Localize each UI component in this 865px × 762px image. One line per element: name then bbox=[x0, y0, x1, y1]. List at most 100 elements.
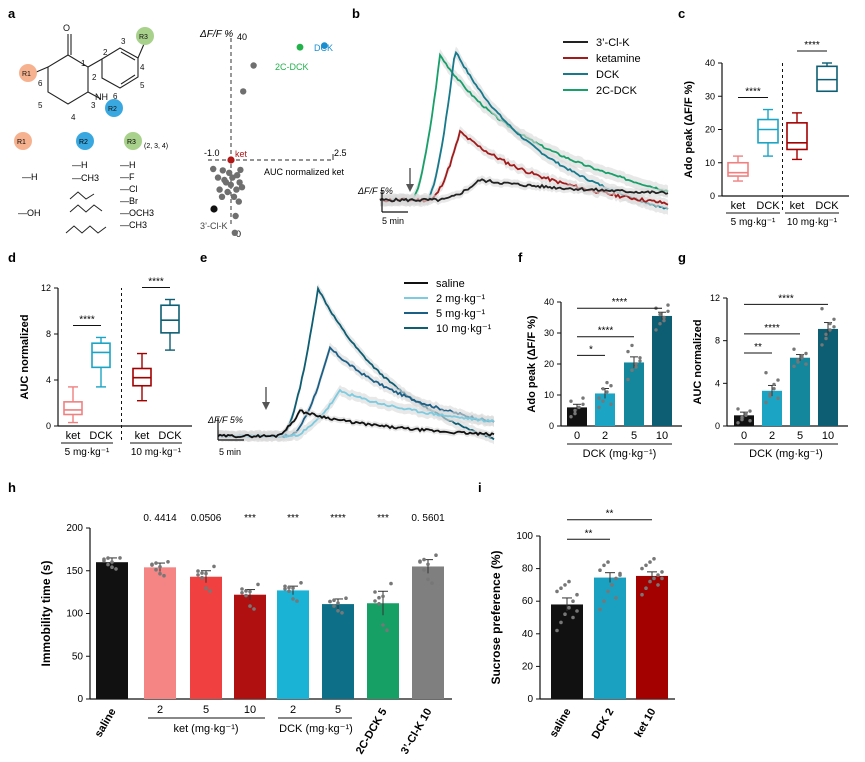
scatter-point bbox=[234, 172, 241, 179]
data-point bbox=[656, 573, 660, 577]
data-point bbox=[652, 576, 656, 581]
category-label: 2 bbox=[157, 704, 163, 716]
bar bbox=[412, 566, 444, 699]
y-axis-label: Ado peak (ΔF/F %) bbox=[683, 81, 695, 178]
category-label: 2 bbox=[769, 430, 775, 442]
y-tick-label: 0 bbox=[710, 191, 715, 201]
scatter-a-xtick-right: 2.5 bbox=[334, 148, 347, 158]
category-label: 3’-Cl-K 10 bbox=[399, 707, 435, 757]
data-point bbox=[828, 328, 832, 332]
data-point bbox=[295, 599, 299, 603]
legend-b-label: DCK bbox=[596, 69, 620, 81]
svg-text:R3: R3 bbox=[139, 34, 148, 41]
data-point bbox=[658, 312, 662, 317]
label-3cl-k: 3’-Cl-K bbox=[200, 221, 228, 231]
trace-e-saline-sem-band bbox=[218, 407, 494, 441]
svg-text:—OCH3: —OCH3 bbox=[120, 208, 154, 218]
legend-r2-circle bbox=[76, 132, 94, 150]
y-tick-label: 0 bbox=[46, 421, 51, 431]
svg-text:6: 6 bbox=[38, 79, 43, 88]
data-point bbox=[792, 364, 796, 368]
bar-chart-h: 0 50 100 150 200 Immobility time (s) 0. 4414 0.… bbox=[39, 513, 452, 756]
scatter-point bbox=[250, 62, 257, 69]
data-point bbox=[598, 568, 602, 572]
data-point bbox=[110, 565, 114, 569]
y-axis-label: Immobility time (s) bbox=[39, 560, 53, 666]
trace-b-3cl-k-sem-band bbox=[380, 175, 668, 206]
data-point bbox=[736, 407, 740, 411]
y-tick-label: 40 bbox=[544, 297, 554, 307]
data-point bbox=[422, 557, 426, 562]
scatter-point bbox=[219, 167, 226, 174]
data-point bbox=[772, 387, 776, 391]
sig-label: * bbox=[589, 344, 593, 355]
scatter-point bbox=[230, 193, 238, 200]
data-point bbox=[606, 560, 610, 564]
bar bbox=[144, 567, 176, 699]
y-tick-label: 4 bbox=[46, 375, 51, 385]
box-category-label: ket bbox=[790, 200, 805, 212]
y-tick-label: 0 bbox=[527, 694, 533, 705]
data-point bbox=[660, 570, 664, 574]
data-point bbox=[299, 581, 303, 585]
data-point bbox=[385, 628, 389, 632]
e-scale-x: 5 min bbox=[219, 447, 241, 457]
scatter-point bbox=[238, 184, 246, 191]
label-ket: ket bbox=[235, 149, 248, 159]
data-point bbox=[204, 571, 208, 576]
scatter-point bbox=[229, 174, 236, 181]
scatter-point bbox=[224, 188, 231, 196]
data-point bbox=[150, 562, 154, 567]
data-point bbox=[283, 587, 287, 591]
trace-plot-b: ΔF/F 5% 5 min 3’-Cl-K ketamine DCK 2C-DCK bbox=[357, 37, 669, 226]
svg-text:2: 2 bbox=[92, 73, 97, 82]
bar bbox=[790, 357, 810, 426]
legend-r1-circle bbox=[14, 132, 32, 150]
panel-label-d: d bbox=[8, 250, 16, 265]
data-point bbox=[114, 567, 118, 571]
category-label: 0 bbox=[741, 430, 747, 442]
scatter-point-ket bbox=[227, 156, 235, 164]
label-dck: DCK bbox=[314, 43, 333, 53]
category-label: DCK 2 bbox=[590, 707, 617, 742]
scatter-a-ytick-top: 40 bbox=[237, 32, 247, 42]
sig-label: **** bbox=[148, 277, 164, 288]
y-tick-label: 0 bbox=[549, 421, 554, 431]
trace-e-saline bbox=[217, 409, 495, 439]
svg-text:—OH: —OH bbox=[18, 208, 41, 218]
data-point bbox=[609, 384, 613, 388]
svg-text:4: 4 bbox=[140, 63, 145, 72]
data-point bbox=[609, 402, 613, 406]
y-tick-label: 20 bbox=[544, 359, 554, 369]
data-point bbox=[287, 585, 291, 590]
data-point bbox=[602, 563, 606, 568]
sig-label: **** bbox=[745, 87, 761, 98]
data-point bbox=[824, 332, 828, 336]
svg-text:3: 3 bbox=[91, 101, 96, 110]
data-point bbox=[336, 609, 340, 613]
svg-text:—CH3: —CH3 bbox=[72, 173, 99, 183]
y-tick-label: 200 bbox=[66, 523, 83, 534]
dose-label: 5 mg·kg⁻¹ bbox=[65, 447, 110, 458]
y-tick-label: 10 bbox=[544, 390, 554, 400]
p-value-label: 0.0506 bbox=[191, 513, 222, 524]
data-point bbox=[748, 419, 752, 423]
data-point bbox=[658, 322, 662, 326]
data-point bbox=[648, 579, 652, 584]
data-point bbox=[106, 556, 110, 560]
box-body bbox=[63, 401, 83, 416]
data-point bbox=[418, 560, 422, 564]
panel-label-i: i bbox=[478, 480, 482, 495]
svg-text:R1: R1 bbox=[22, 71, 31, 78]
data-point bbox=[158, 571, 162, 576]
data-point bbox=[748, 409, 752, 413]
bar-chart-i: 0 20 40 60 80 100 Sucrose preference (%) saline… bbox=[489, 509, 675, 741]
data-point bbox=[154, 567, 158, 572]
sig-label: **** bbox=[778, 293, 794, 304]
data-point bbox=[567, 605, 571, 610]
category-label: 5 bbox=[335, 704, 341, 716]
data-point bbox=[764, 371, 768, 375]
bar bbox=[567, 407, 587, 426]
bar bbox=[594, 577, 626, 699]
data-point bbox=[804, 351, 808, 356]
